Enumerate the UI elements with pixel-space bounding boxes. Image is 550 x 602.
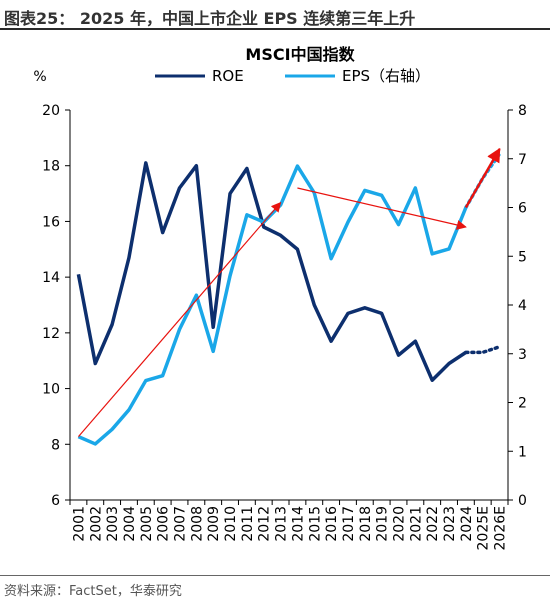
x-tick-label: 2002 — [88, 506, 104, 542]
x-tick-label: 2004 — [122, 506, 138, 542]
x-tick-label: 2005 — [139, 506, 155, 542]
series-marks — [76, 152, 502, 446]
right-tick-label: 7 — [518, 152, 527, 168]
x-tick-label: 2025E — [476, 506, 492, 550]
left-tick-label: 16 — [42, 214, 60, 230]
x-tick-label: 2007 — [173, 506, 189, 542]
trend-arrow-1 — [77, 201, 282, 438]
source-note: 资料来源：FactSet，华泰研究 — [4, 584, 182, 599]
roe-series-forecast-line — [464, 345, 502, 355]
x-tick-label: 2009 — [206, 506, 222, 542]
left-tick-label: 8 — [51, 437, 60, 453]
x-tick-label: 2023 — [442, 506, 458, 542]
right-tick-label: 3 — [518, 347, 527, 363]
page-title: 图表25： 2025 年，中国上市企业 EPS 连续第三年上升 — [4, 9, 416, 28]
x-tick-label: 2003 — [105, 506, 121, 542]
annotation-arrows — [77, 147, 501, 438]
right-tick-label: 5 — [518, 249, 527, 265]
x-tick-label: 2013 — [274, 506, 290, 542]
x-tick-label: 2008 — [189, 506, 205, 542]
left-tick-label: 20 — [42, 103, 60, 119]
right-tick-label: 6 — [518, 201, 527, 217]
left-tick-label: 6 — [51, 493, 60, 509]
x-tick-label: 2016 — [324, 506, 340, 542]
x-tick-label: 2012 — [257, 506, 273, 542]
x-tick-label: 2026E — [493, 506, 509, 550]
x-tick-label: 2021 — [408, 506, 424, 542]
header-divider — [0, 28, 550, 30]
x-tick-label: 2001 — [71, 506, 87, 542]
x-tick-label: 2014 — [290, 506, 306, 542]
trend-arrow-2 — [297, 187, 467, 230]
right-tick-label: 2 — [518, 396, 527, 412]
right-tick-label: 4 — [518, 298, 527, 314]
x-tick-label: 2020 — [392, 506, 408, 542]
left-tick-label: 18 — [42, 159, 60, 175]
right-tick-label: 0 — [518, 493, 527, 509]
trend-arrow-3 — [464, 147, 501, 209]
x-tick-label: 2011 — [240, 506, 256, 542]
left-tick-label: 12 — [42, 326, 60, 342]
left-tick-label: 14 — [42, 270, 60, 286]
right-tick-label: 8 — [518, 103, 527, 119]
left-axis-unit: % — [33, 69, 46, 85]
left-tick-label: 10 — [42, 382, 60, 398]
x-tick-label: 2010 — [223, 506, 239, 542]
x-tick-label: 2006 — [156, 506, 172, 542]
legend-eps-label: EPS（右轴） — [342, 67, 430, 85]
legend: ROE EPS（右轴） — [155, 67, 430, 85]
x-tick-label: 2017 — [341, 506, 357, 542]
x-tick-label: 2015 — [307, 506, 323, 542]
x-tick-label: 2022 — [425, 506, 441, 542]
line-chart: MSCI中国指数 % ROE EPS（右轴） 68101214161820012… — [33, 45, 527, 550]
eps-series-line — [77, 164, 468, 446]
legend-roe-label: ROE — [212, 67, 244, 85]
x-tick-label: 2024 — [459, 506, 475, 542]
page-header: 图表25： 2025 年，中国上市企业 EPS 连续第三年上升 — [0, 0, 550, 30]
right-tick-label: 1 — [518, 444, 527, 460]
roe-series-line — [76, 161, 467, 382]
x-tick-label: 2019 — [375, 506, 391, 542]
chart-title: MSCI中国指数 — [245, 45, 355, 64]
footer-divider — [0, 575, 550, 576]
x-tick-label: 2018 — [358, 506, 374, 542]
